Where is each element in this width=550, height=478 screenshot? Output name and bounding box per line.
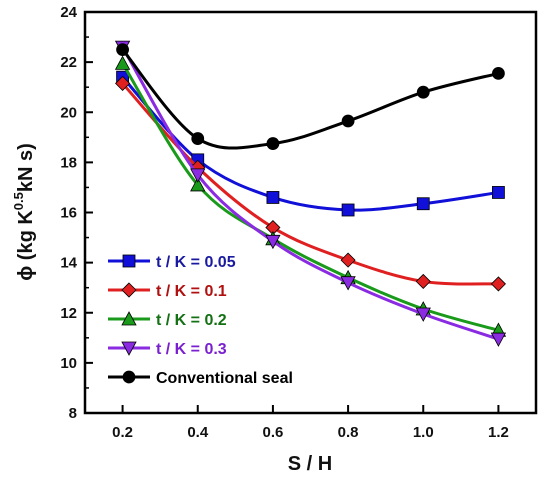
legend-label: t / K = 0.2 bbox=[156, 312, 227, 329]
x-tick-label: 0.2 bbox=[112, 424, 133, 441]
data-point bbox=[416, 197, 430, 211]
y-tick-label: 24 bbox=[60, 4, 77, 21]
legend: t / K = 0.05 t / K = 0.1 t / K = 0.2 t / K … bbox=[108, 254, 293, 387]
y-tick-label: 22 bbox=[60, 54, 77, 71]
y-axis-title-main: ϕ (kg K bbox=[15, 210, 37, 281]
x-tick-label: 0.8 bbox=[338, 424, 359, 441]
data-point bbox=[340, 276, 356, 291]
y-tick-label: 20 bbox=[60, 104, 77, 121]
legend-marker bbox=[122, 370, 136, 384]
data-point bbox=[116, 43, 129, 56]
legend-item: t / K = 0.3 bbox=[108, 341, 227, 358]
data-point bbox=[190, 177, 206, 192]
legend-marker bbox=[121, 341, 137, 356]
legend-marker bbox=[121, 311, 137, 326]
svg-text:ϕ (kg K0.5kN s): ϕ (kg K0.5kN s) bbox=[11, 143, 37, 281]
data-point bbox=[416, 85, 430, 99]
legend-item: t / K = 0.1 bbox=[108, 282, 227, 300]
data-point bbox=[190, 168, 206, 183]
y-tick-label: 14 bbox=[60, 255, 77, 272]
x-axis-title: S / H bbox=[288, 453, 332, 475]
data-point bbox=[341, 203, 355, 217]
series-line bbox=[121, 76, 499, 212]
data-point bbox=[415, 307, 431, 322]
data-point bbox=[415, 273, 431, 289]
y-tick-label: 18 bbox=[60, 154, 77, 171]
legend-label: t / K = 0.3 bbox=[156, 341, 227, 358]
x-tick-label: 1.2 bbox=[488, 424, 509, 441]
data-point bbox=[265, 234, 281, 250]
legend-item: t / K = 0.05 bbox=[108, 254, 236, 271]
y-tick-label: 10 bbox=[60, 355, 77, 372]
series-layer bbox=[114, 40, 507, 347]
data-point bbox=[340, 252, 356, 268]
y-tick-label: 16 bbox=[60, 205, 77, 222]
y-axis-title: ϕ (kg K0.5kN s) bbox=[11, 143, 37, 281]
x-tick-label: 1.0 bbox=[413, 424, 434, 441]
data-point bbox=[341, 114, 355, 128]
y-axis-title-rest: kN s) bbox=[15, 143, 37, 192]
data-point bbox=[492, 67, 505, 80]
data-point bbox=[115, 75, 131, 91]
x-tick-label: 0.6 bbox=[262, 424, 283, 441]
data-point bbox=[490, 276, 506, 292]
legend-item: t / K = 0.2 bbox=[108, 311, 227, 329]
data-point bbox=[490, 332, 507, 347]
data-point bbox=[191, 132, 205, 145]
x-tick-label: 0.4 bbox=[187, 424, 209, 441]
legend-label: Conventional seal bbox=[156, 370, 293, 387]
y-tick-label: 8 bbox=[69, 405, 77, 422]
data-point bbox=[266, 191, 280, 204]
legend-label: t / K = 0.05 bbox=[156, 254, 236, 271]
series-4 bbox=[116, 43, 505, 150]
data-point bbox=[266, 137, 280, 150]
axes: 0.2 0.4 0.6 0.8 1.0 1.2 8 10 12 14 16 18 20 22 24 bbox=[60, 4, 509, 441]
data-point bbox=[492, 186, 505, 199]
plot-frame bbox=[83, 10, 538, 415]
legend-marker bbox=[122, 254, 136, 268]
legend-item: Conventional seal bbox=[108, 370, 293, 387]
legend-marker bbox=[121, 282, 137, 298]
y-axis-title-superscript: 0.5 bbox=[11, 192, 26, 210]
series-line bbox=[121, 48, 499, 150]
y-tick-label: 12 bbox=[60, 305, 77, 322]
data-point bbox=[114, 55, 131, 70]
legend-label: t / K = 0.1 bbox=[156, 283, 227, 300]
